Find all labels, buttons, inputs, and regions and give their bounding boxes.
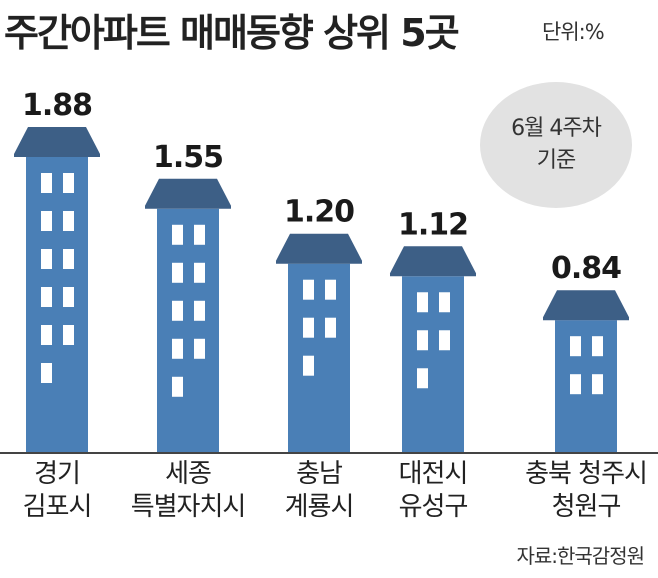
window bbox=[41, 249, 52, 269]
x-tick-label: 대전시 유성구 bbox=[363, 458, 503, 524]
unit-label: 단위:% bbox=[542, 20, 605, 44]
window bbox=[303, 279, 314, 300]
window bbox=[194, 300, 205, 321]
window bbox=[63, 173, 74, 193]
bar-roof bbox=[145, 178, 231, 209]
window bbox=[325, 279, 336, 300]
window bbox=[63, 249, 74, 269]
x-tick-label: 충남 계룡시 bbox=[249, 458, 389, 524]
window bbox=[63, 325, 74, 345]
window bbox=[417, 330, 428, 351]
x-tick-label-line: 세종 bbox=[165, 459, 212, 489]
value-label: 1.20 bbox=[284, 195, 354, 230]
window bbox=[172, 224, 183, 245]
window bbox=[172, 376, 183, 397]
window bbox=[63, 287, 74, 307]
window bbox=[570, 336, 581, 357]
x-tick-label-line: 충남 bbox=[296, 459, 343, 489]
bar-body bbox=[26, 157, 88, 452]
x-tick-label-line: 김포시 bbox=[22, 492, 93, 522]
window bbox=[592, 336, 603, 357]
bar-body bbox=[157, 208, 219, 452]
bar-roof bbox=[543, 290, 629, 321]
window bbox=[41, 211, 52, 231]
window bbox=[41, 173, 52, 193]
window bbox=[172, 262, 183, 283]
x-tick-label: 경기 김포시 bbox=[0, 458, 127, 524]
window bbox=[325, 317, 336, 338]
badge-line-1: 6월 4주차 bbox=[511, 116, 602, 141]
window bbox=[592, 374, 603, 395]
value-label: 1.12 bbox=[398, 207, 468, 242]
bar-body bbox=[555, 320, 617, 452]
bar-roof bbox=[14, 127, 100, 157]
window bbox=[194, 338, 205, 359]
window bbox=[172, 300, 183, 321]
window bbox=[41, 287, 52, 307]
badge-line-2: 기준 bbox=[536, 148, 576, 173]
bar-roof bbox=[276, 233, 362, 264]
value-label: 1.55 bbox=[153, 140, 223, 175]
window bbox=[41, 325, 52, 345]
window bbox=[439, 292, 450, 313]
x-tick-label-line: 청원구 bbox=[551, 492, 622, 522]
date-badge: 6월 4주차 기준 bbox=[480, 82, 632, 208]
window bbox=[194, 224, 205, 245]
window bbox=[570, 374, 581, 395]
x-tick-label-line: 충북 청주시 bbox=[525, 459, 648, 489]
value-label: 1.88 bbox=[22, 88, 92, 123]
window bbox=[439, 330, 450, 351]
window bbox=[417, 368, 428, 389]
window bbox=[417, 292, 428, 313]
window bbox=[63, 211, 74, 231]
bar-body bbox=[402, 276, 464, 452]
value-label: 0.84 bbox=[551, 251, 621, 286]
x-tick-label-line: 유성구 bbox=[398, 492, 469, 522]
x-tick-label: 세종 특별자치시 bbox=[118, 458, 258, 524]
bar-roof bbox=[390, 246, 476, 277]
window bbox=[41, 363, 52, 383]
x-tick-label-line: 특별자치시 bbox=[130, 492, 247, 522]
window bbox=[303, 317, 314, 338]
window bbox=[194, 262, 205, 283]
source-note: 자료:한국감정원 bbox=[516, 544, 645, 568]
bar-body bbox=[288, 263, 350, 452]
window bbox=[303, 355, 314, 376]
x-tick-label-line: 계룡시 bbox=[284, 492, 355, 522]
chart-title: 주간아파트 매매동향 상위 5곳 bbox=[4, 11, 460, 55]
x-tick-label: 충북 청주시 청원구 bbox=[516, 458, 656, 524]
window bbox=[172, 338, 183, 359]
x-tick-label-line: 대전시 bbox=[398, 459, 469, 489]
x-tick-label-line: 경기 bbox=[34, 459, 81, 489]
